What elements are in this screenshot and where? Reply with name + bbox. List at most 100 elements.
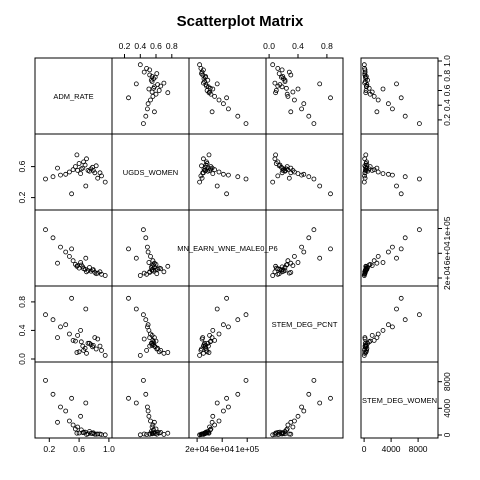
data-point — [143, 113, 149, 119]
data-point — [212, 337, 218, 343]
data-point — [398, 246, 404, 252]
data-point — [311, 377, 317, 383]
data-point — [93, 271, 99, 277]
tick-label: 1.0 — [103, 444, 115, 454]
data-point — [203, 74, 209, 79]
data-point — [200, 67, 206, 73]
data-point — [224, 295, 230, 301]
tick-label: 0.4 — [442, 99, 452, 111]
tick-label: 2e+04 — [442, 266, 452, 290]
data-point — [50, 235, 56, 241]
data-point — [97, 343, 103, 349]
panel-0-4 — [360, 57, 439, 135]
data-point — [371, 94, 377, 99]
data-point — [210, 171, 216, 177]
data-point — [328, 191, 333, 197]
data-point — [149, 74, 155, 79]
data-point — [216, 418, 222, 424]
data-point — [235, 391, 241, 397]
data-point — [102, 273, 108, 278]
panel-3-0 — [34, 285, 113, 363]
data-point — [291, 253, 297, 259]
panel-2-1 — [111, 209, 190, 287]
data-point — [58, 244, 63, 250]
tick-label: 0.6 — [73, 444, 85, 454]
tick-label: 0.0 — [263, 41, 275, 51]
data-point — [402, 174, 408, 180]
tick-label: 0.8 — [442, 70, 452, 82]
data-point — [216, 331, 222, 337]
data-point — [290, 424, 296, 430]
data-point — [311, 227, 317, 233]
tick-label: 2e+04 — [185, 444, 209, 454]
panel-1-2 — [188, 133, 267, 211]
data-point — [374, 260, 380, 266]
panel-0-3 — [265, 57, 344, 135]
data-point — [43, 377, 48, 383]
data-point — [69, 246, 74, 252]
diagonal-label: MN_EARN_WNE_MALE0_P6 — [177, 244, 277, 253]
left-axis-UGDS_WOMEN: 0.2 0.6 — [17, 160, 35, 204]
data-point — [67, 331, 72, 337]
data-point — [126, 295, 131, 301]
data-point — [76, 430, 82, 436]
data-point — [95, 336, 101, 342]
data-point — [92, 335, 98, 341]
data-point — [279, 269, 285, 275]
data-point — [43, 176, 48, 182]
panel-frame — [265, 133, 344, 211]
data-point — [369, 332, 375, 338]
tick-label: 0.6 — [150, 41, 162, 51]
data-point — [280, 267, 286, 273]
data-point — [295, 260, 301, 265]
data-point — [225, 404, 231, 410]
data-point — [126, 95, 131, 101]
data-point — [306, 113, 312, 119]
data-point — [374, 109, 380, 115]
tick-label: 0.4 — [17, 324, 27, 336]
bottom-axis-MN_EARN_WNE_MALE0_P6: 2e+04 6e+04 1e+05 — [185, 438, 259, 454]
chart-title: Scatterplot Matrix — [177, 13, 304, 30]
data-point — [200, 350, 206, 356]
data-point — [224, 95, 230, 101]
data-point — [70, 167, 76, 173]
data-point — [198, 173, 204, 179]
data-point — [102, 432, 108, 438]
data-point — [416, 312, 422, 318]
data-point — [207, 424, 213, 430]
data-point — [146, 86, 152, 92]
data-point — [203, 167, 209, 173]
tick-label: 8000 — [442, 372, 452, 391]
data-point — [295, 86, 301, 92]
data-point — [398, 95, 404, 101]
data-point — [394, 306, 399, 312]
data-point — [145, 408, 151, 414]
data-point — [235, 317, 241, 323]
data-point — [220, 322, 226, 328]
data-point — [205, 77, 211, 83]
tick-label: 6e+04 — [210, 444, 234, 454]
data-point — [301, 408, 307, 414]
panel-0-1 — [111, 57, 190, 135]
tick-label: 0.8 — [321, 41, 333, 51]
tick-label: 1e+05 — [235, 444, 259, 454]
panel-2-2: MN_EARN_WNE_MALE0_P6 — [177, 209, 278, 287]
data-point — [206, 90, 212, 96]
data-point — [366, 85, 372, 91]
data-point — [375, 97, 381, 103]
data-point — [284, 91, 290, 97]
data-point — [199, 431, 204, 437]
data-point — [363, 90, 369, 96]
data-point — [364, 159, 370, 165]
tick-label: 0 — [442, 432, 452, 437]
data-point — [374, 165, 380, 171]
data-point — [207, 339, 213, 345]
data-point — [147, 431, 153, 437]
data-point — [225, 106, 231, 112]
data-point — [146, 260, 152, 265]
data-point — [149, 267, 155, 273]
data-point — [147, 343, 153, 349]
data-point — [58, 324, 63, 330]
data-point — [363, 342, 369, 348]
data-point — [156, 88, 162, 93]
